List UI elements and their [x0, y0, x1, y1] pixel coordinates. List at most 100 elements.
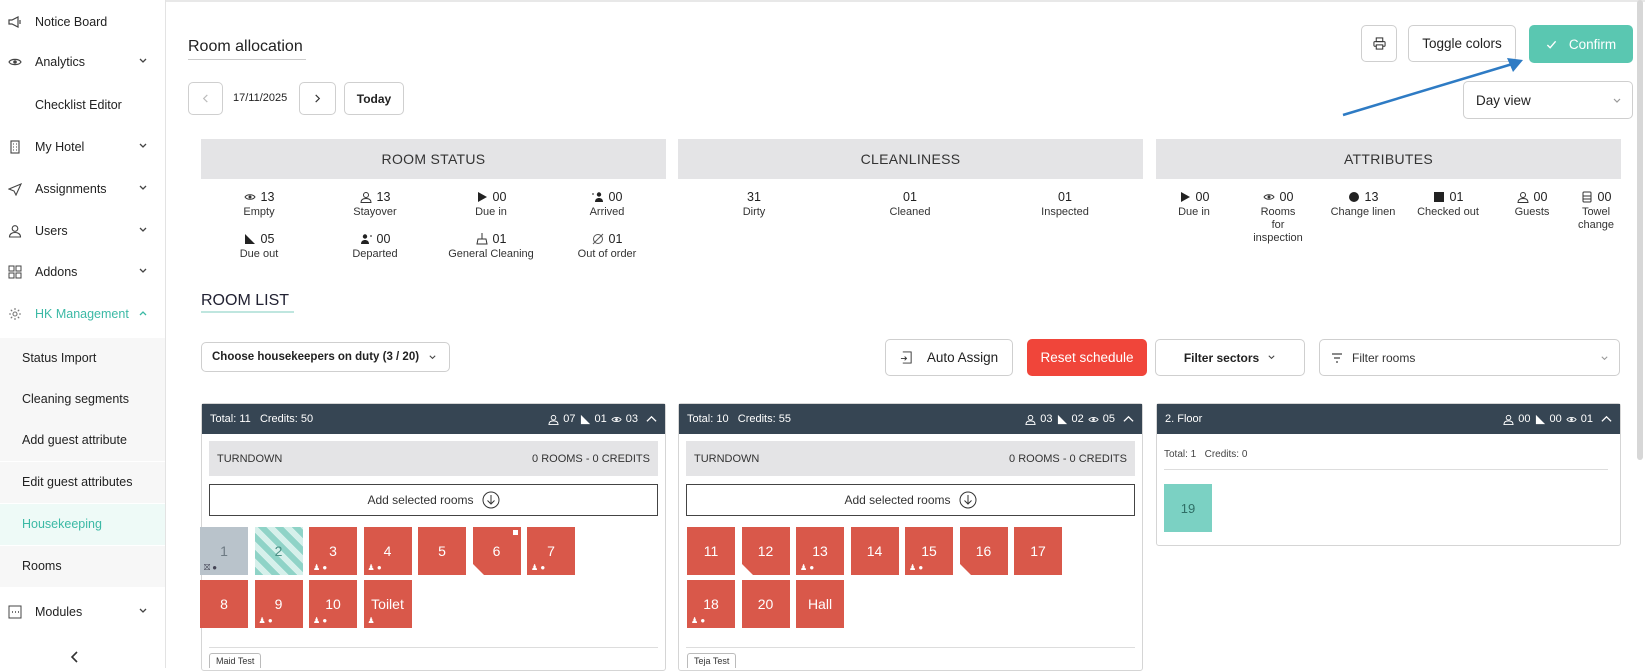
- room-tile[interactable]: 13 ♟ ●: [796, 527, 844, 575]
- room-tile[interactable]: 3 ♟ ●: [309, 527, 357, 575]
- sidebar-subitem-edit-guest-attributes[interactable]: Edit guest attributes: [0, 462, 165, 503]
- room-tile[interactable]: 6: [472, 527, 521, 575]
- sidebar-item-my-hotel[interactable]: My Hotel: [0, 127, 165, 167]
- sidebar-item-assignments[interactable]: Assignments: [0, 169, 165, 209]
- sidebar-item-label: Notice Board: [35, 15, 108, 29]
- room-tile[interactable]: 1 ⛝ ●: [200, 527, 248, 575]
- maid-tag[interactable]: Teja Test: [687, 653, 737, 668]
- auto-assign-button[interactable]: Auto Assign: [885, 339, 1013, 376]
- chevron-down-icon: [1601, 356, 1608, 361]
- reset-schedule-button[interactable]: Reset schedule: [1027, 339, 1147, 376]
- room-tile[interactable]: 11: [687, 527, 735, 575]
- stat-due-out[interactable]: 05 Due out: [209, 231, 309, 261]
- stat-dirty[interactable]: 31 Dirty: [704, 189, 804, 219]
- page-scrollbar[interactable]: [1637, 0, 1643, 460]
- room-tile[interactable]: 15 ♟ ●: [905, 527, 953, 575]
- stat-label: Dirty: [742, 206, 766, 218]
- play-icon: [1180, 191, 1190, 202]
- room-tile[interactable]: 12: [741, 527, 790, 575]
- count-stayover: 00: [1518, 413, 1531, 425]
- room-tile[interactable]: 2: [254, 527, 303, 575]
- room-tile[interactable]: 20: [741, 580, 790, 628]
- sidebar-subitem-status-import[interactable]: Status Import: [0, 338, 165, 379]
- turndown-row[interactable]: TURNDOWN 0 ROOMS - 0 CREDITS: [209, 441, 658, 476]
- column-header[interactable]: Total: 10 Credits: 55 03 02 05: [679, 404, 1142, 434]
- stat-stayover[interactable]: 13 Stayover: [325, 189, 425, 219]
- chevron-up-icon[interactable]: [1601, 414, 1612, 425]
- column-header[interactable]: Total: 11 Credits: 50 07 01 03: [202, 404, 665, 434]
- stat-due-in[interactable]: 00 Due in: [441, 189, 541, 219]
- sidebar-item-checklist-editor[interactable]: Checklist Editor: [0, 85, 165, 125]
- room-tile[interactable]: 4 ♟ ●: [363, 527, 412, 575]
- room-tile[interactable]: 14: [850, 527, 899, 575]
- room-tile[interactable]: 7 ♟ ●: [527, 527, 575, 575]
- room-tile[interactable]: 9 ♟ ●: [254, 580, 303, 628]
- room-tile[interactable]: 5: [418, 527, 466, 575]
- count-empty: 03: [625, 413, 638, 425]
- sidebar-item-analytics[interactable]: Analytics: [0, 42, 165, 82]
- collapse-sidebar-icon[interactable]: [68, 650, 82, 664]
- sidebar-item-notice-board[interactable]: Notice Board: [0, 2, 165, 42]
- stat-label: Stayover: [353, 206, 397, 218]
- stat-rooms-for-inspection[interactable]: 00 Rooms for inspection: [1228, 189, 1328, 245]
- toggle-colors-button[interactable]: Toggle colors: [1408, 25, 1516, 62]
- sidebar-subitem-rooms[interactable]: Rooms: [0, 546, 165, 587]
- stat-checked-out[interactable]: 01 Checked out: [1398, 189, 1498, 219]
- room-tile[interactable]: 17: [1014, 527, 1062, 575]
- stat-departed[interactable]: 00 Departed: [325, 231, 425, 261]
- turndown-row[interactable]: TURNDOWN 0 ROOMS - 0 CREDITS: [686, 441, 1135, 476]
- checked-out-square-icon: [512, 530, 518, 535]
- filter-rooms-select[interactable]: Filter rooms: [1319, 339, 1620, 376]
- sidebar-subitem-add-guest-attribute[interactable]: Add guest attribute: [0, 420, 165, 461]
- sidebar-subitem-cleaning-segments[interactable]: Cleaning segments: [0, 379, 165, 420]
- chevron-up-icon[interactable]: [1123, 414, 1134, 425]
- confirm-button[interactable]: Confirm: [1529, 25, 1633, 63]
- divider: [1164, 469, 1608, 470]
- sidebar-subitem-label: Cleaning segments: [22, 392, 130, 406]
- user-icon: [8, 225, 22, 238]
- sidebar-subitem-label: Housekeeping: [22, 517, 102, 531]
- sidebar-item-addons[interactable]: Addons: [0, 252, 165, 292]
- room-tile[interactable]: Toilet ♟: [363, 580, 412, 628]
- user-icon: [1025, 414, 1036, 425]
- view-select[interactable]: Day view: [1463, 81, 1633, 119]
- room-tile[interactable]: 16: [959, 527, 1008, 575]
- sidebar-subitem-housekeeping[interactable]: Housekeeping: [0, 504, 165, 545]
- room-tile[interactable]: 10 ♟ ●: [309, 580, 357, 628]
- room-tile[interactable]: Hall: [796, 580, 844, 628]
- column-header[interactable]: 2. Floor 00 00 01: [1157, 404, 1620, 434]
- prev-date-button[interactable]: [188, 82, 223, 115]
- room-tile[interactable]: 19: [1164, 484, 1212, 532]
- chevron-down-icon: [139, 268, 147, 273]
- user-icon: [1503, 414, 1514, 425]
- stat-general-cleaning[interactable]: 01 General Cleaning: [441, 231, 541, 261]
- stat-change-linen[interactable]: 13 Change linen: [1313, 189, 1413, 219]
- stat-inspected[interactable]: 01 Inspected: [1015, 189, 1115, 219]
- stat-cleaned[interactable]: 01 Cleaned: [860, 189, 960, 219]
- add-selected-rooms-button[interactable]: Add selected rooms: [209, 484, 658, 516]
- column-credits: Credits: 50: [259, 413, 314, 425]
- stat-empty[interactable]: 13 Empty: [209, 189, 309, 219]
- print-button[interactable]: [1361, 25, 1397, 62]
- stat-guests[interactable]: 00 Guests: [1482, 189, 1582, 219]
- sidebar-item-users[interactable]: Users: [0, 211, 165, 251]
- stat-attr-due-in[interactable]: 00 Due in: [1144, 189, 1244, 219]
- room-tile[interactable]: 8: [200, 580, 248, 628]
- add-selected-rooms-button[interactable]: Add selected rooms: [686, 484, 1135, 516]
- sidebar-item-modules[interactable]: Modules: [0, 592, 165, 632]
- chevron-up-icon[interactable]: [646, 414, 657, 425]
- today-button[interactable]: Today: [344, 82, 404, 115]
- next-date-button[interactable]: [299, 82, 336, 115]
- maid-tag[interactable]: Maid Test: [209, 653, 262, 668]
- room-number: 6: [492, 543, 501, 559]
- stat-arrived[interactable]: 00 Arrived: [557, 189, 657, 219]
- stat-towel-change[interactable]: 00 Towel change: [1546, 189, 1645, 232]
- stat-value: 01: [1449, 189, 1464, 204]
- stat-label: Arrived: [589, 206, 625, 218]
- towel-icon: [1582, 191, 1592, 202]
- housekeepers-select[interactable]: Choose housekeepers on duty (3 / 20): [201, 342, 450, 372]
- filter-sectors-select[interactable]: Filter sectors: [1155, 339, 1305, 376]
- stat-out-of-order[interactable]: 01 Out of order: [557, 231, 657, 261]
- sidebar-item-hk-management[interactable]: HK Management: [0, 294, 165, 334]
- room-tile[interactable]: 18 ♟ ●: [687, 580, 735, 628]
